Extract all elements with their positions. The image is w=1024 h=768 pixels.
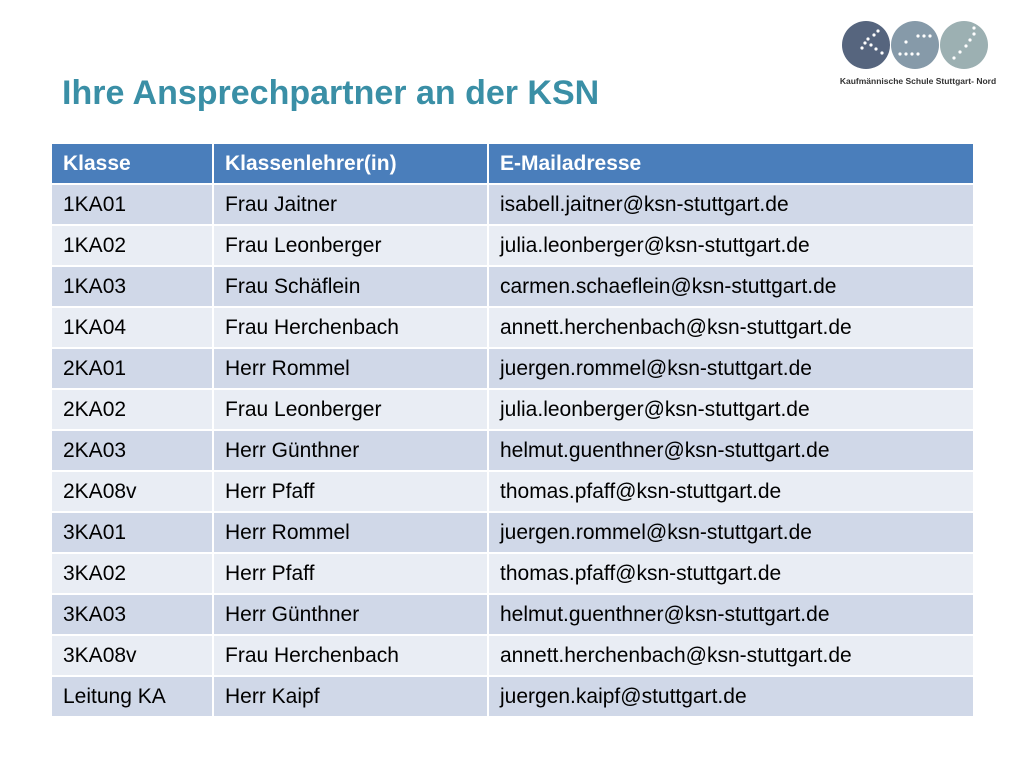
cell-class: 3KA01 xyxy=(50,511,214,554)
cell-teacher: Frau Leonberger xyxy=(212,388,489,431)
cell-email: julia.leonberger@ksn-stuttgart.de xyxy=(487,388,975,431)
school-logo: Kaufmännische Schule Stuttgart- Nord xyxy=(838,16,998,90)
cell-email: annett.herchenbach@ksn-stuttgart.de xyxy=(487,634,975,677)
cell-class: 1KA02 xyxy=(50,224,214,267)
cell-class: 1KA03 xyxy=(50,265,214,308)
table-row: 2KA01 Herr Rommel juergen.rommel@ksn-stu… xyxy=(50,347,975,390)
table-row: 1KA02 Frau Leonberger julia.leonberger@k… xyxy=(50,224,975,267)
cell-teacher: Herr Kaipf xyxy=(212,675,489,718)
table-row: 2KA03 Herr Günthner helmut.guenthner@ksn… xyxy=(50,429,975,472)
cell-email: thomas.pfaff@ksn-stuttgart.de xyxy=(487,470,975,513)
cell-email: julia.leonberger@ksn-stuttgart.de xyxy=(487,224,975,267)
table-row: Leitung KA Herr Kaipf juergen.kaipf@stut… xyxy=(50,675,975,718)
cell-class: 3KA08v xyxy=(50,634,214,677)
cell-teacher: Frau Herchenbach xyxy=(212,634,489,677)
slide-title: Ihre Ansprechpartner an der KSN xyxy=(62,74,600,112)
logo-caption: Kaufmännische Schule Stuttgart- Nord xyxy=(839,76,997,86)
table-row: 3KA03 Herr Günthner helmut.guenthner@ksn… xyxy=(50,593,975,636)
cell-teacher: Frau Jaitner xyxy=(212,183,489,226)
cell-teacher: Frau Schäflein xyxy=(212,265,489,308)
table-row: 1KA03 Frau Schäflein carmen.schaeflein@k… xyxy=(50,265,975,308)
cell-email: juergen.rommel@ksn-stuttgart.de xyxy=(487,511,975,554)
cell-email: annett.herchenbach@ksn-stuttgart.de xyxy=(487,306,975,349)
cell-email: thomas.pfaff@ksn-stuttgart.de xyxy=(487,552,975,595)
cell-class: 2KA03 xyxy=(50,429,214,472)
contacts-table: Klasse Klassenlehrer(in) E-Mailadresse 1… xyxy=(50,142,975,718)
cell-email: juergen.kaipf@stuttgart.de xyxy=(487,675,975,718)
table-row: 1KA04 Frau Herchenbach annett.herchenbac… xyxy=(50,306,975,349)
cell-teacher: Frau Leonberger xyxy=(212,224,489,267)
logo-circles-icon xyxy=(842,21,988,69)
header-klasse: Klasse xyxy=(50,142,214,185)
table-row: 2KA02 Frau Leonberger julia.leonberger@k… xyxy=(50,388,975,431)
cell-class: Leitung KA xyxy=(50,675,214,718)
table-row: 3KA01 Herr Rommel juergen.rommel@ksn-stu… xyxy=(50,511,975,554)
cell-class: 2KA02 xyxy=(50,388,214,431)
table-row: 2KA08v Herr Pfaff thomas.pfaff@ksn-stutt… xyxy=(50,470,975,513)
cell-class: 2KA01 xyxy=(50,347,214,390)
table-row: 3KA02 Herr Pfaff thomas.pfaff@ksn-stuttg… xyxy=(50,552,975,595)
cell-teacher: Herr Rommel xyxy=(212,511,489,554)
cell-teacher: Herr Pfaff xyxy=(212,470,489,513)
cell-email: isabell.jaitner@ksn-stuttgart.de xyxy=(487,183,975,226)
cell-email: carmen.schaeflein@ksn-stuttgart.de xyxy=(487,265,975,308)
table-row: 3KA08v Frau Herchenbach annett.herchenba… xyxy=(50,634,975,677)
header-email: E-Mailadresse xyxy=(487,142,975,185)
cell-teacher: Herr Rommel xyxy=(212,347,489,390)
cell-class: 3KA02 xyxy=(50,552,214,595)
table-header-row: Klasse Klassenlehrer(in) E-Mailadresse xyxy=(50,142,975,185)
cell-email: juergen.rommel@ksn-stuttgart.de xyxy=(487,347,975,390)
cell-teacher: Frau Herchenbach xyxy=(212,306,489,349)
cell-teacher: Herr Pfaff xyxy=(212,552,489,595)
cell-email: helmut.guenthner@ksn-stuttgart.de xyxy=(487,593,975,636)
cell-class: 3KA03 xyxy=(50,593,214,636)
cell-teacher: Herr Günthner xyxy=(212,429,489,472)
table-row: 1KA01 Frau Jaitner isabell.jaitner@ksn-s… xyxy=(50,183,975,226)
cell-class: 1KA04 xyxy=(50,306,214,349)
header-klassenlehrer: Klassenlehrer(in) xyxy=(212,142,489,185)
cell-class: 1KA01 xyxy=(50,183,214,226)
cell-email: helmut.guenthner@ksn-stuttgart.de xyxy=(487,429,975,472)
cell-teacher: Herr Günthner xyxy=(212,593,489,636)
cell-class: 2KA08v xyxy=(50,470,214,513)
